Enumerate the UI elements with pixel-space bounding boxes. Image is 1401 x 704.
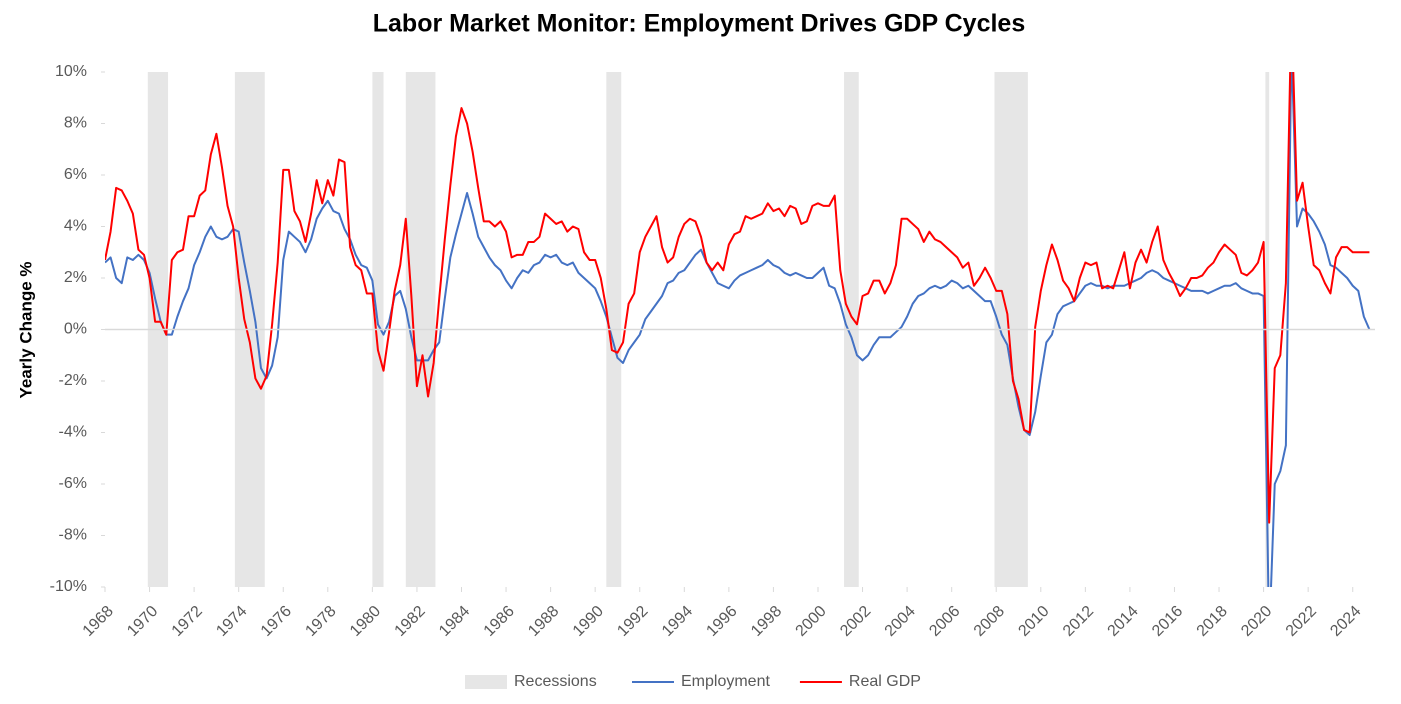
y-tick-label: -10% — [50, 578, 87, 595]
x-tick-label: 2010 — [1015, 603, 1052, 640]
x-tick-label: 1968 — [80, 603, 117, 640]
x-tick-label: 1980 — [347, 603, 384, 640]
x-tick-label: 2002 — [837, 603, 874, 640]
legend-swatch — [465, 675, 507, 689]
x-tick-label: 1974 — [213, 603, 250, 640]
x-tick-label: 2018 — [1194, 603, 1231, 640]
y-tick-label: 8% — [64, 115, 87, 132]
x-tick-label: 2006 — [926, 603, 963, 640]
x-tick-label: 2012 — [1060, 603, 1097, 640]
x-tick-label: 1998 — [748, 603, 785, 640]
x-tick-label: 2016 — [1149, 603, 1186, 640]
x-tick-label: 2004 — [882, 603, 919, 640]
x-tick-label: 2024 — [1327, 603, 1364, 640]
y-tick-label: -8% — [59, 527, 87, 544]
x-tick-label: 2022 — [1283, 603, 1320, 640]
x-tick-label: 2008 — [971, 603, 1008, 640]
series-line — [105, 72, 1371, 587]
x-tick-label: 2014 — [1105, 603, 1142, 640]
y-tick-label: 10% — [55, 63, 87, 80]
legend-label: Real GDP — [849, 673, 921, 690]
y-tick-label: 0% — [64, 321, 87, 338]
x-tick-label: 1986 — [481, 603, 518, 640]
legend-label: Employment — [681, 673, 770, 690]
y-tick-label: -4% — [59, 424, 87, 441]
x-tick-label: 1970 — [124, 603, 161, 640]
x-tick-label: 1978 — [302, 603, 339, 640]
x-tick-label: 1984 — [436, 603, 473, 640]
y-tick-label: 6% — [64, 166, 87, 183]
x-tick-label: 2000 — [793, 603, 830, 640]
x-tick-label: 1994 — [659, 603, 696, 640]
x-tick-label: 1990 — [570, 603, 607, 640]
x-tick-label: 1982 — [392, 603, 429, 640]
chart-title: Labor Market Monitor: Employment Drives … — [373, 10, 1025, 38]
x-tick-label: 1992 — [614, 603, 651, 640]
x-tick-label: 1996 — [703, 603, 740, 640]
x-tick-label: 1988 — [525, 603, 562, 640]
y-tick-label: 4% — [64, 218, 87, 235]
y-axis-title: Yearly Change % — [16, 261, 35, 398]
x-tick-label: 1972 — [169, 603, 206, 640]
legend-label: Recessions — [514, 673, 597, 690]
x-tick-label: 2020 — [1238, 603, 1275, 640]
plot-area — [105, 72, 1371, 587]
y-tick-label: 2% — [64, 269, 87, 286]
x-tick-label: 1976 — [258, 603, 295, 640]
y-tick-label: -6% — [59, 475, 87, 492]
series-line — [105, 72, 1370, 524]
y-tick-label: -2% — [59, 372, 87, 389]
